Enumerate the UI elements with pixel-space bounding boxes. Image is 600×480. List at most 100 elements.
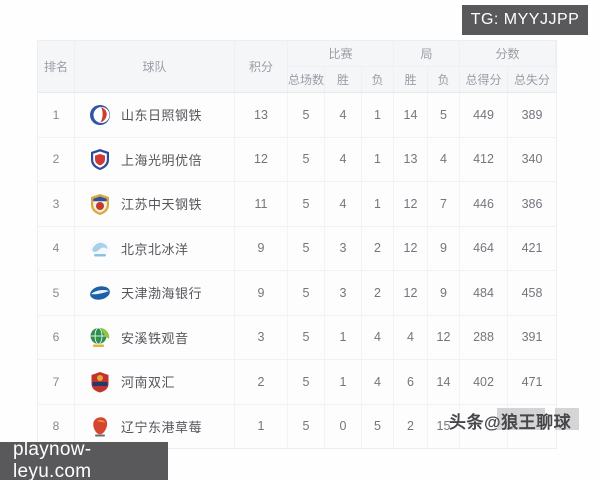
- table-row: 6 安溪铁观音 3 5 1 4 4 12 288: [38, 315, 556, 360]
- matches-value: 5: [288, 315, 325, 359]
- team-name: 上海光明优倍: [121, 152, 203, 168]
- header-set-loss: 负: [428, 67, 460, 92]
- points-value: 13: [235, 93, 288, 137]
- team-cell: 安溪铁观音: [75, 315, 235, 359]
- team-name: 天津渤海银行: [121, 286, 203, 302]
- points-value: 1: [235, 404, 288, 448]
- team-logo-icon: [88, 281, 112, 305]
- win-value: 1: [325, 315, 362, 359]
- team-cell: 天津渤海银行: [75, 271, 235, 315]
- matches-value: 5: [288, 404, 325, 448]
- watermark-highlight: [555, 408, 579, 430]
- header-group-score: 分数: [460, 41, 556, 67]
- team-name: 江苏中天钢铁: [121, 197, 203, 213]
- set-loss-value: 5: [428, 93, 460, 137]
- matches-value: 5: [288, 360, 325, 404]
- table-row: 2 上海光明优倍 12 5 4 1 13 4 412 340: [38, 137, 556, 182]
- loss-value: 4: [362, 360, 394, 404]
- team-cell: 北京北冰洋: [75, 226, 235, 270]
- win-value: 4: [325, 93, 362, 137]
- points-against-value: 421: [521, 241, 543, 256]
- set-win-value: 14: [394, 93, 428, 137]
- team-logo-icon: [88, 192, 112, 216]
- matches-value: 5: [288, 271, 325, 315]
- points-value: 2: [235, 360, 288, 404]
- telegram-badge: TG: MYYJJPP: [462, 5, 588, 35]
- points-value: 11: [235, 182, 288, 226]
- win-value: 4: [325, 137, 362, 181]
- points-against-value: 471: [521, 374, 543, 389]
- set-win-value: 13: [394, 137, 428, 181]
- header-set-win: 胜: [394, 67, 428, 92]
- points-against-value: 340: [521, 152, 543, 167]
- set-loss-value: 7: [428, 182, 460, 226]
- header-total-matches: 总场数: [288, 67, 325, 92]
- table-row: 1 山东日照钢铁 13 5 4 1 14 5 449 389: [38, 93, 556, 138]
- points-value: 9: [235, 271, 288, 315]
- loss-value: 1: [362, 182, 394, 226]
- set-win-value: 12: [394, 226, 428, 270]
- rank-value: 2: [38, 137, 75, 181]
- points-against-value: 389: [521, 107, 543, 122]
- team-logo-icon: [88, 325, 112, 349]
- team-name: 河南双汇: [121, 375, 176, 391]
- team-logo-icon: [88, 103, 112, 127]
- team-logo-icon: [88, 370, 112, 394]
- team-name: 辽宁东港草莓: [121, 419, 203, 435]
- matches-value: 5: [288, 226, 325, 270]
- team-name: 安溪铁观音: [121, 330, 189, 346]
- team-cell: 辽宁东港草莓: [75, 404, 235, 448]
- points-value: 9: [235, 226, 288, 270]
- header-match-win: 胜: [325, 67, 362, 92]
- win-value: 0: [325, 404, 362, 448]
- team-logo-icon: [88, 236, 112, 260]
- header-points: 积分: [235, 41, 288, 92]
- set-loss-value: 12: [428, 315, 460, 359]
- win-value: 3: [325, 226, 362, 270]
- rank-value: 8: [38, 404, 75, 448]
- table-row: 8 辽宁东港草莓 1 5 0 5 2 15: [38, 404, 556, 448]
- matches-value: 5: [288, 137, 325, 181]
- header-group-match: 比赛: [288, 41, 394, 67]
- points-against-value: 458: [521, 285, 543, 300]
- set-win-value: 12: [394, 271, 428, 315]
- set-win-value: 2: [394, 404, 428, 448]
- rank-value: 5: [38, 271, 75, 315]
- points-value: 12: [235, 137, 288, 181]
- watermark-highlight: [497, 408, 545, 430]
- site-url-badge: playnow-leyu.com: [0, 439, 168, 480]
- team-cell: 上海光明优倍: [75, 137, 235, 181]
- loss-value: 5: [362, 404, 394, 448]
- points-for-value: 449: [460, 93, 508, 137]
- set-loss-value: 14: [428, 360, 460, 404]
- rank-value: 7: [38, 360, 75, 404]
- loss-value: 4: [362, 315, 394, 359]
- header-rank: 排名: [38, 41, 75, 92]
- header-match-loss: 负: [362, 67, 394, 92]
- set-loss-value: 15: [428, 404, 460, 448]
- set-win-value: 6: [394, 360, 428, 404]
- points-for-value: 412: [460, 137, 508, 181]
- points-value: 3: [235, 315, 288, 359]
- points-for-value: 464: [460, 226, 508, 270]
- matches-value: 5: [288, 182, 325, 226]
- rank-value: 3: [38, 182, 75, 226]
- points-against-value: 391: [521, 330, 543, 345]
- points-for-value: 402: [460, 360, 508, 404]
- win-value: 3: [325, 271, 362, 315]
- header-score-for: 总得分: [460, 67, 508, 92]
- toutiao-watermark: 头条@狼王聊球: [449, 407, 581, 432]
- set-loss-value: 4: [428, 137, 460, 181]
- watermark-text: 头条@狼王聊球: [449, 413, 572, 432]
- rank-value: 6: [38, 315, 75, 359]
- table-row: 3 江苏中天钢铁 11 5 4 1 12 7 446 386: [38, 182, 556, 227]
- team-cell: 山东日照钢铁: [75, 93, 235, 137]
- team-name: 北京北冰洋: [121, 241, 189, 257]
- team-logo-icon: [88, 414, 112, 438]
- points-for-value: 446: [460, 182, 508, 226]
- table-header: 排名 球队 积分 比赛 局 分数 总场数 胜 负 胜 负 总得分 总失分: [38, 41, 556, 93]
- set-win-value: 12: [394, 182, 428, 226]
- header-score-against: 总失分: [513, 73, 550, 87]
- points-for-value: 484: [460, 271, 508, 315]
